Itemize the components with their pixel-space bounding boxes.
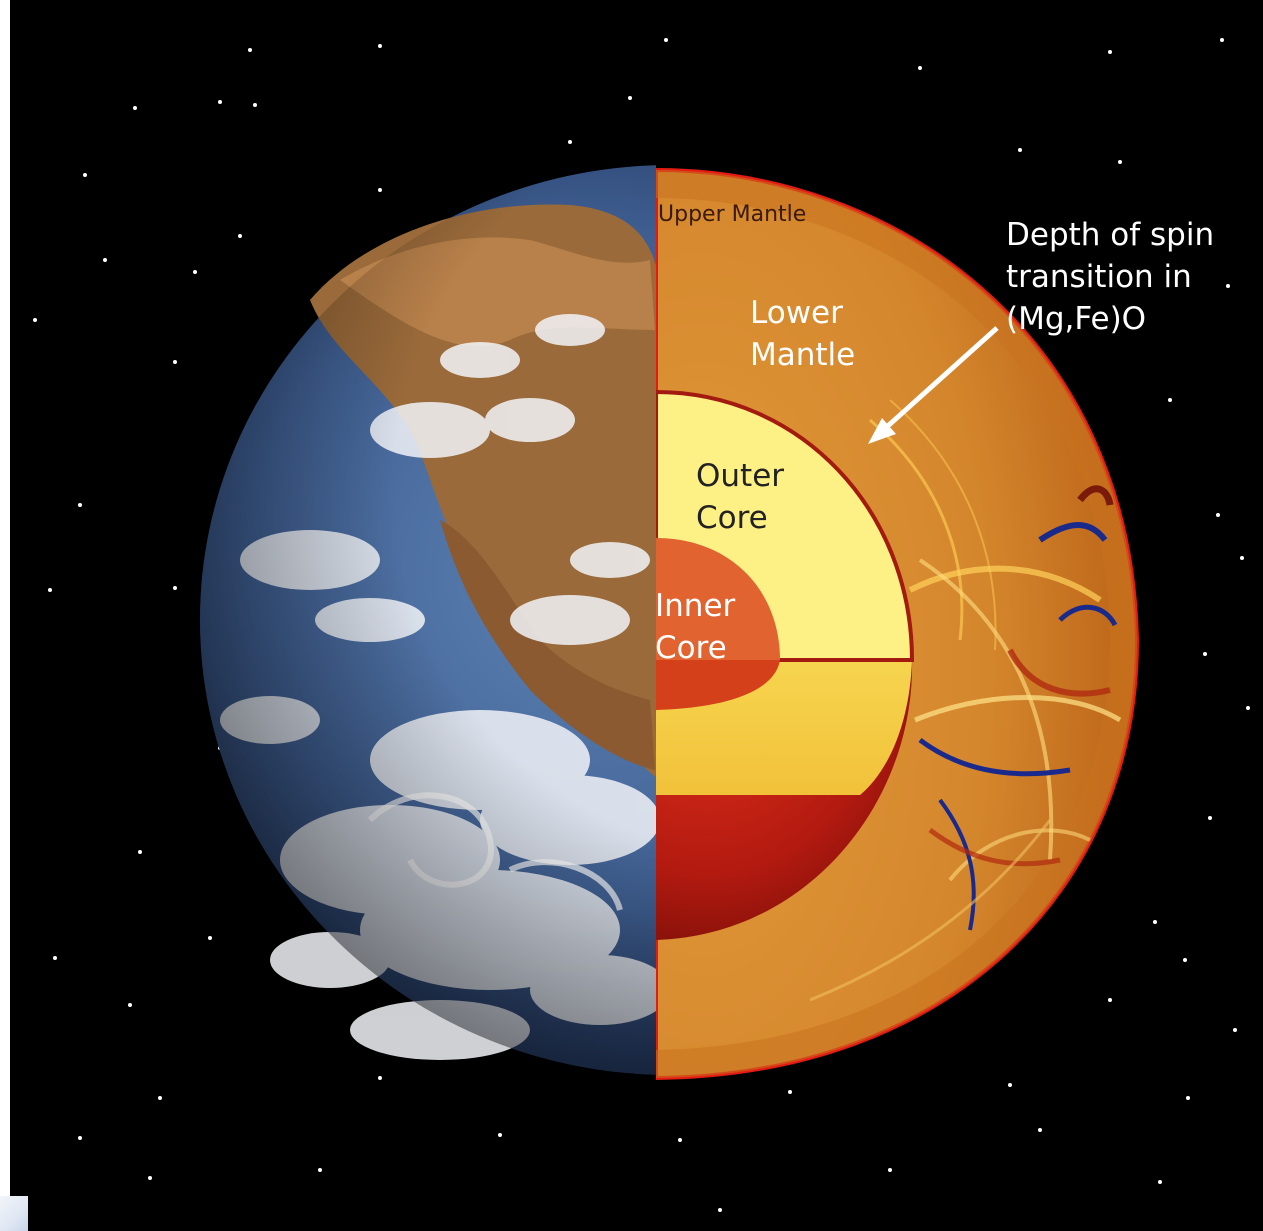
star xyxy=(1186,1096,1190,1100)
star xyxy=(378,1076,382,1080)
annotation-line2: transition in xyxy=(1006,259,1192,295)
star xyxy=(378,44,382,48)
star xyxy=(678,1138,682,1142)
space-background: Upper Mantle Lower Mantle Outer Core Inn… xyxy=(10,0,1263,1231)
star xyxy=(378,188,382,192)
star xyxy=(1158,1180,1162,1184)
star xyxy=(1240,556,1244,560)
star xyxy=(1108,998,1112,1002)
star xyxy=(158,1096,162,1100)
star xyxy=(83,173,87,177)
star xyxy=(1233,1028,1237,1032)
inner-core-label-line2: Core xyxy=(655,630,727,666)
arrow-pointer-icon xyxy=(868,326,999,444)
star xyxy=(1226,284,1230,288)
outer-core-label: Outer Core xyxy=(696,455,784,539)
inner-core-label-line1: Inner xyxy=(655,588,736,624)
star xyxy=(103,258,107,262)
star xyxy=(1008,1083,1012,1087)
lower-mantle-label: Lower Mantle xyxy=(750,292,855,376)
star xyxy=(148,1176,152,1180)
star xyxy=(1153,920,1157,924)
star xyxy=(318,1168,322,1172)
inner-core-label: Inner Core xyxy=(655,585,735,669)
star xyxy=(1183,958,1187,962)
star xyxy=(53,956,57,960)
star xyxy=(888,1168,892,1172)
outer-core-label-line2: Core xyxy=(696,500,768,536)
star xyxy=(173,586,177,590)
star xyxy=(218,100,222,104)
annotation-line3: (Mg,Fe)O xyxy=(1006,301,1147,337)
annotation-line1: Depth of spin xyxy=(1006,217,1215,253)
earth-globe-photo-icon xyxy=(200,165,656,1075)
star xyxy=(133,106,137,110)
star xyxy=(238,234,242,238)
inner-core-region xyxy=(656,538,780,660)
corner-decoration xyxy=(0,1196,28,1231)
lower-mantle-label-line2: Mantle xyxy=(750,337,856,373)
star xyxy=(128,1003,132,1007)
star xyxy=(78,503,82,507)
spin-transition-annotation: Depth of spin transition in (Mg,Fe)O xyxy=(1006,214,1214,340)
seismic-waves xyxy=(809,399,1122,1002)
star xyxy=(1168,398,1172,402)
star xyxy=(1208,816,1212,820)
star xyxy=(33,318,37,322)
star xyxy=(1108,50,1112,54)
star xyxy=(1216,513,1220,517)
star xyxy=(718,1208,722,1212)
star xyxy=(78,1136,82,1140)
star xyxy=(664,38,668,42)
star xyxy=(1220,38,1224,42)
star xyxy=(788,1090,792,1094)
star xyxy=(498,1133,502,1137)
star xyxy=(1018,148,1022,152)
star xyxy=(193,270,197,274)
inner-core-lower-face xyxy=(656,660,780,710)
star xyxy=(1038,1128,1042,1132)
star xyxy=(208,936,212,940)
star xyxy=(1203,652,1207,656)
star xyxy=(1246,706,1250,710)
stars xyxy=(33,38,1250,1212)
star xyxy=(173,360,177,364)
earth-cutaway-diagram xyxy=(33,38,1250,1212)
outer-core-label-line1: Outer xyxy=(696,458,785,494)
star xyxy=(918,66,922,70)
star xyxy=(1118,160,1122,164)
star xyxy=(253,103,257,107)
star xyxy=(138,850,142,854)
star xyxy=(48,588,52,592)
star xyxy=(628,96,632,100)
upper-mantle-label: Upper Mantle xyxy=(658,202,807,227)
lower-mantle-label-line1: Lower xyxy=(750,295,843,331)
cutaway-section xyxy=(656,167,1140,1081)
star xyxy=(568,140,572,144)
star xyxy=(248,48,252,52)
